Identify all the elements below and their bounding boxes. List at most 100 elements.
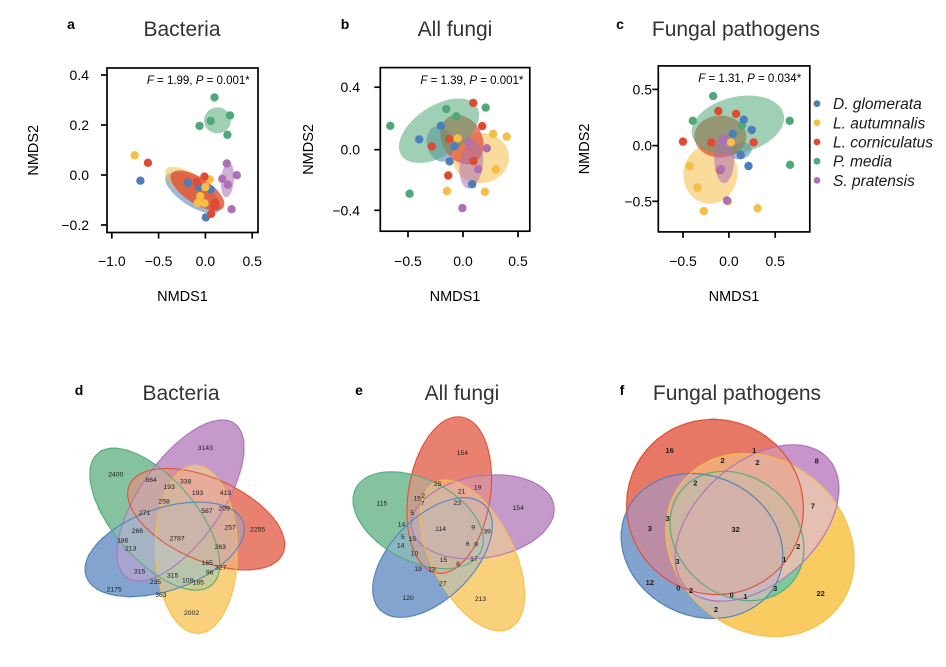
svg-text:F = 1.99, P = 0.001*: F = 1.99, P = 0.001* [147,75,250,87]
svg-text:7: 7 [811,501,815,510]
svg-text:−0.4: −0.4 [332,202,360,218]
svg-text:NMDS1: NMDS1 [430,289,481,305]
svg-text:2175: 2175 [107,586,122,593]
svg-text:165: 165 [202,560,214,567]
svg-text:S. pratensis: S. pratensis [833,173,915,190]
svg-text:−0.5: −0.5 [394,253,422,269]
svg-text:3: 3 [675,557,679,566]
svg-text:1: 1 [782,555,786,564]
svg-text:L. corniculatus: L. corniculatus [833,135,933,152]
svg-text:115: 115 [376,501,387,508]
svg-text:0.0: 0.0 [341,142,361,158]
svg-text:0.0: 0.0 [453,253,473,269]
svg-text:154: 154 [513,505,525,512]
svg-text:1: 1 [743,592,747,601]
svg-text:39: 39 [483,529,491,536]
svg-text:0.5: 0.5 [508,253,528,269]
svg-text:Bacteria: Bacteria [143,18,220,41]
svg-text:e: e [355,382,363,398]
svg-text:D. glomerata: D. glomerata [833,96,922,113]
svg-text:NMDS1: NMDS1 [157,289,208,305]
svg-text:0: 0 [730,590,734,599]
svg-text:21: 21 [458,489,466,496]
svg-text:23: 23 [454,500,462,507]
svg-text:0.2: 0.2 [70,117,90,133]
svg-text:193: 193 [192,490,204,497]
svg-text:−0.5: −0.5 [669,253,697,269]
svg-text:2: 2 [693,479,697,488]
svg-text:193: 193 [164,484,176,491]
svg-text:7: 7 [421,501,425,508]
svg-text:25: 25 [434,481,442,488]
svg-text:All fungi: All fungi [418,18,493,41]
svg-text:a: a [67,16,75,32]
svg-text:14: 14 [398,522,406,529]
svg-text:b: b [341,16,350,32]
svg-text:154: 154 [457,450,469,457]
svg-text:327: 327 [215,564,227,571]
svg-text:3: 3 [666,514,670,523]
svg-text:0.5: 0.5 [242,253,262,269]
svg-text:19: 19 [474,484,482,491]
svg-text:16: 16 [665,446,673,455]
svg-text:213: 213 [475,596,487,603]
svg-text:17: 17 [470,556,478,563]
svg-text:−0.5: −0.5 [624,193,652,209]
svg-text:15: 15 [413,495,421,502]
svg-text:9: 9 [474,541,478,548]
svg-text:6: 6 [466,541,470,548]
svg-text:14: 14 [397,542,405,549]
svg-text:2: 2 [421,493,425,500]
svg-text:8: 8 [456,561,460,568]
svg-text:266: 266 [132,528,144,535]
svg-text:22: 22 [817,589,825,598]
svg-text:P. media: P. media [833,154,893,171]
svg-text:L. autumnalis: L. autumnalis [833,115,925,132]
svg-text:2: 2 [721,456,725,465]
svg-text:3143: 3143 [198,445,213,452]
svg-text:c: c [616,16,624,32]
svg-text:Fungal pathogens: Fungal pathogens [652,18,820,41]
svg-text:9: 9 [471,524,475,531]
svg-text:213: 213 [125,546,137,553]
svg-text:F = 1.39, P = 0.001*: F = 1.39, P = 0.001* [420,75,523,87]
svg-text:2: 2 [689,586,693,595]
svg-text:315: 315 [167,573,179,580]
svg-text:0.4: 0.4 [70,67,90,83]
svg-text:186: 186 [117,538,129,545]
svg-text:263: 263 [215,544,227,551]
svg-text:587: 587 [201,508,213,515]
svg-text:1: 1 [752,446,756,455]
svg-text:2: 2 [755,458,759,467]
svg-text:15: 15 [440,557,448,564]
svg-text:2002: 2002 [184,610,199,617]
svg-text:120: 120 [402,595,414,602]
svg-text:NMDS1: NMDS1 [709,289,760,305]
svg-text:2400: 2400 [108,471,123,478]
svg-text:d: d [75,382,84,398]
svg-text:F = 1.31, P = 0.034*: F = 1.31, P = 0.034* [698,73,801,85]
svg-text:0.5: 0.5 [765,253,785,269]
svg-text:NMDS2: NMDS2 [26,125,42,176]
svg-text:108: 108 [182,578,194,585]
svg-text:32: 32 [732,525,740,534]
svg-text:5: 5 [401,534,405,541]
svg-text:19: 19 [414,566,422,573]
svg-text:−1.0: −1.0 [98,253,126,269]
svg-text:8: 8 [815,457,819,466]
svg-text:2: 2 [796,542,800,551]
svg-text:2255: 2255 [250,527,265,534]
svg-text:−0.5: −0.5 [145,253,173,269]
svg-text:0.0: 0.0 [719,253,739,269]
svg-text:All fungi: All fungi [425,382,500,405]
svg-text:114: 114 [435,526,446,533]
svg-text:27: 27 [439,581,447,588]
svg-text:NMDS2: NMDS2 [301,124,317,175]
svg-text:413: 413 [220,490,232,497]
svg-text:12: 12 [646,578,654,587]
svg-text:3: 3 [648,524,652,533]
svg-text:NMDS2: NMDS2 [577,124,593,175]
svg-text:96: 96 [206,570,214,577]
svg-text:3: 3 [773,584,777,593]
svg-text:Bacteria: Bacteria [142,382,219,405]
